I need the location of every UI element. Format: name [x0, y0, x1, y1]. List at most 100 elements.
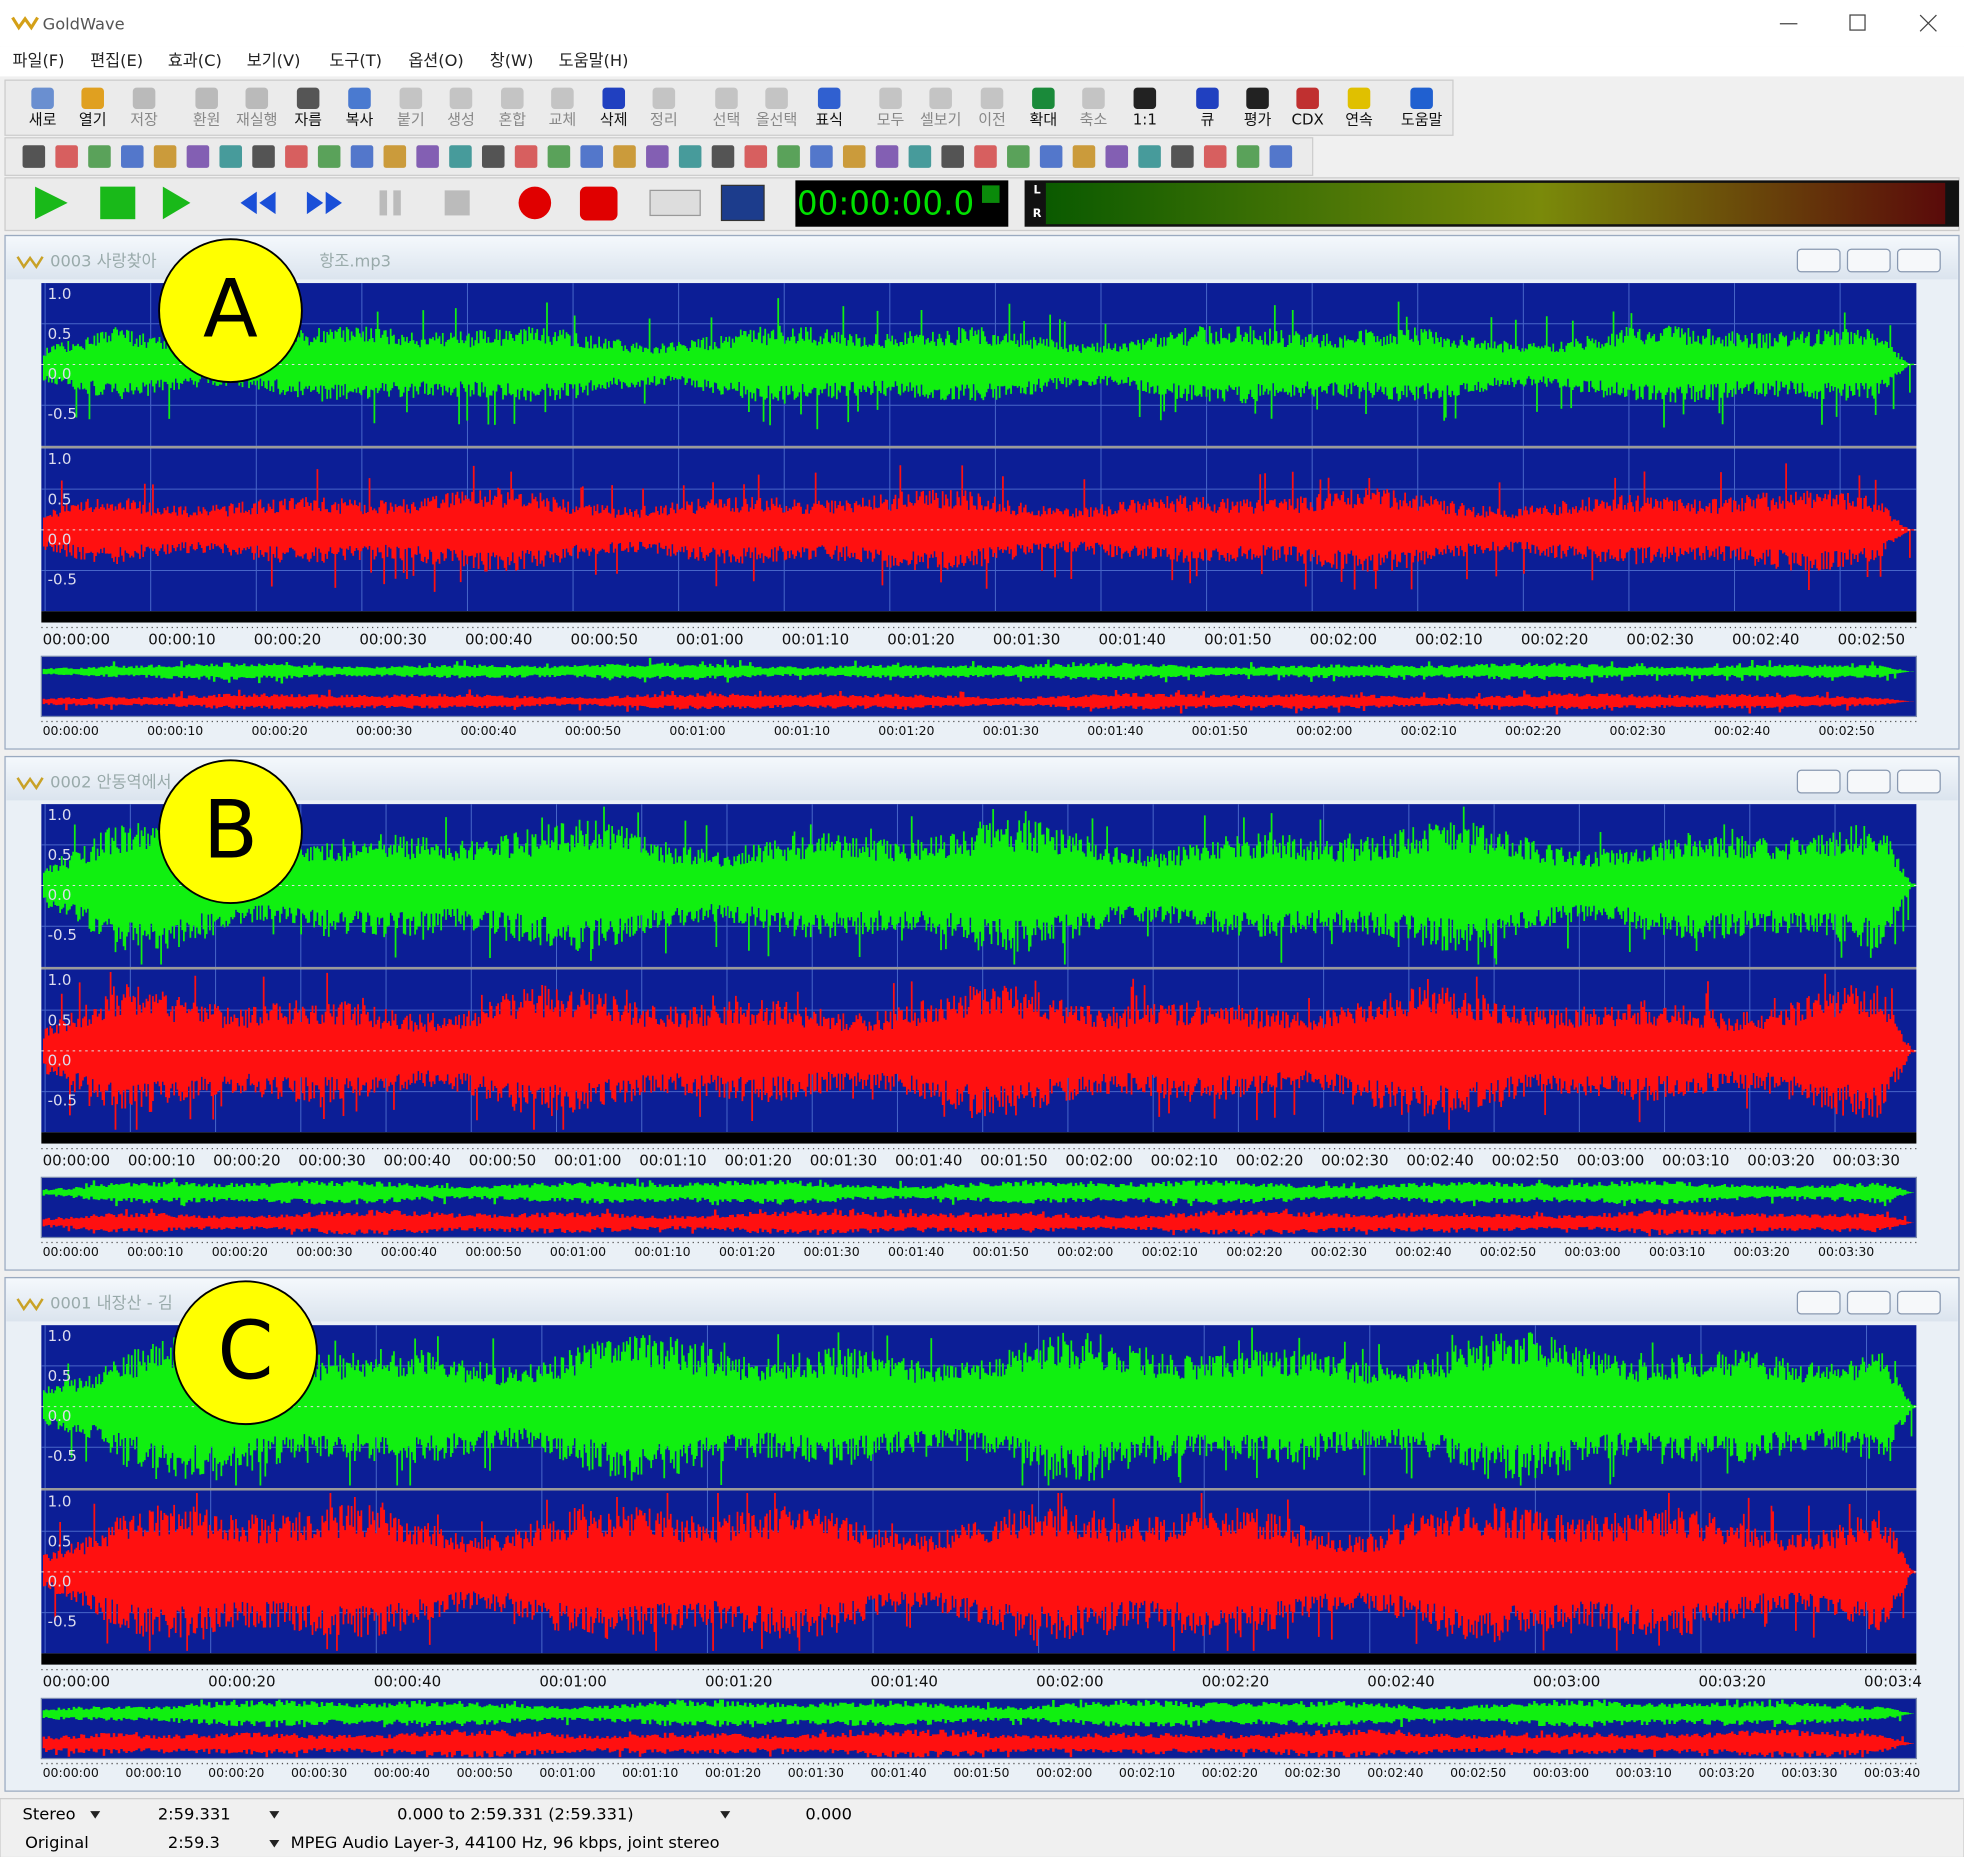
toolbar-label[interactable]: 자름: [294, 111, 322, 129]
toolbar-label[interactable]: 생성: [447, 111, 475, 129]
menu-item[interactable]: 보기(V): [247, 51, 301, 70]
effect-icon[interactable]: [449, 145, 472, 168]
monitor-button[interactable]: [649, 189, 701, 217]
toolbar-icon[interactable]: [195, 87, 218, 109]
toolbar-icon[interactable]: [602, 87, 626, 109]
doc-minimize-button[interactable]: [1796, 1290, 1841, 1315]
effect-icon[interactable]: [810, 145, 833, 168]
effect-icon[interactable]: [481, 145, 505, 168]
effect-icon[interactable]: [1007, 145, 1030, 168]
effect-icon[interactable]: [317, 145, 341, 168]
doc-close-button[interactable]: [1896, 769, 1941, 794]
toolbar-icon[interactable]: [879, 87, 902, 109]
toolbar-icon[interactable]: [765, 87, 788, 109]
pause-button[interactable]: [379, 190, 388, 216]
doc-close-button[interactable]: [1896, 1290, 1941, 1315]
effect-icon[interactable]: [88, 145, 111, 168]
toolbar-label[interactable]: 선택: [713, 111, 741, 129]
toolbar-icon[interactable]: [245, 87, 269, 109]
effect-icon[interactable]: [842, 145, 866, 168]
toolbar-label[interactable]: 평가: [1244, 111, 1272, 129]
effect-icon[interactable]: [1171, 145, 1194, 168]
toolbar-label[interactable]: 저장: [130, 111, 158, 129]
toolbar-label[interactable]: 연속: [1345, 111, 1373, 129]
toolbar-label[interactable]: 셀보기: [920, 111, 961, 129]
effect-icon[interactable]: [22, 145, 46, 168]
toolbar-icon[interactable]: [132, 87, 156, 109]
doc-close-button[interactable]: [1896, 248, 1941, 273]
close-button[interactable]: [1919, 14, 1937, 32]
toolbar-icon[interactable]: [929, 87, 952, 109]
toolbar-label[interactable]: 표식: [815, 111, 843, 129]
toolbar-icon[interactable]: [817, 87, 841, 109]
toolbar-icon[interactable]: [501, 87, 524, 109]
toolbar-label[interactable]: 환원: [193, 111, 221, 129]
toolbar-icon[interactable]: [348, 87, 371, 109]
toolbar-label[interactable]: CDX: [1291, 111, 1323, 129]
toolbar-icon[interactable]: [1032, 87, 1055, 109]
toolbar-label[interactable]: 1:1: [1133, 111, 1157, 129]
toolbar-icon[interactable]: [652, 87, 676, 109]
effect-icon[interactable]: [1236, 145, 1260, 168]
toolbar-icon[interactable]: [81, 87, 104, 109]
effect-icon[interactable]: [350, 145, 374, 168]
effect-icon[interactable]: [153, 145, 177, 168]
menu-item[interactable]: 효과(C): [168, 51, 222, 70]
toolbar-icon[interactable]: [551, 87, 574, 109]
effect-icon[interactable]: [580, 145, 603, 168]
toolbar-label[interactable]: 재실행: [236, 111, 277, 129]
toolbar-label[interactable]: 삭제: [600, 111, 628, 129]
effect-icon[interactable]: [55, 145, 78, 168]
play-selection-button[interactable]: [100, 186, 136, 220]
menu-item[interactable]: 창(W): [490, 51, 534, 70]
play-from-button[interactable]: [162, 186, 191, 220]
toolbar-label[interactable]: 교체: [549, 111, 577, 129]
toolbar-label[interactable]: 큐: [1201, 111, 1215, 129]
doc-restore-button[interactable]: [1846, 1290, 1891, 1315]
effect-icon[interactable]: [777, 145, 800, 168]
toolbar-icon[interactable]: [296, 87, 320, 109]
toolbar-label[interactable]: 복사: [346, 111, 374, 129]
effect-icon[interactable]: [678, 145, 702, 168]
effect-icon[interactable]: [219, 145, 243, 168]
doc-minimize-button[interactable]: [1796, 248, 1841, 273]
toolbar-label[interactable]: 붙기: [397, 111, 425, 129]
toolbar-icon[interactable]: [1133, 87, 1157, 109]
doc-restore-button[interactable]: [1846, 769, 1891, 794]
control-properties-button[interactable]: [720, 184, 765, 222]
effect-icon[interactable]: [514, 145, 538, 168]
menu-item[interactable]: 도움말(H): [559, 51, 629, 70]
toolbar-icon[interactable]: [1347, 87, 1371, 109]
toolbar-icon[interactable]: [449, 87, 473, 109]
effect-icon[interactable]: [941, 145, 964, 168]
toolbar-label[interactable]: 열기: [79, 111, 107, 129]
toolbar-icon[interactable]: [1082, 87, 1105, 109]
maximize-button[interactable]: [1849, 14, 1866, 31]
toolbar-icon[interactable]: [31, 87, 54, 109]
effect-icon[interactable]: [121, 145, 144, 168]
toolbar-icon[interactable]: [980, 87, 1004, 109]
toolbar-label[interactable]: 도움말: [1401, 111, 1443, 129]
effect-icon[interactable]: [974, 145, 997, 168]
stop-button[interactable]: [444, 190, 470, 216]
toolbar-label[interactable]: 확대: [1030, 111, 1058, 129]
menu-item[interactable]: 편집(E): [90, 51, 143, 70]
toolbar-label[interactable]: 이전: [978, 111, 1006, 129]
effect-icon[interactable]: [547, 145, 571, 168]
rewind-button[interactable]: [240, 191, 276, 215]
record-button[interactable]: [518, 186, 552, 220]
effect-icon[interactable]: [1072, 145, 1096, 168]
effect-icon[interactable]: [1203, 145, 1227, 168]
menu-item[interactable]: 파일(F): [13, 51, 65, 70]
doc-restore-button[interactable]: [1846, 248, 1891, 273]
effect-icon[interactable]: [1138, 145, 1161, 168]
effect-icon[interactable]: [875, 145, 899, 168]
effect-icon[interactable]: [186, 145, 210, 168]
menu-item[interactable]: 옵션(O): [408, 51, 463, 70]
toolbar-icon[interactable]: [1246, 87, 1269, 109]
play-button[interactable]: [35, 186, 68, 220]
effect-icon[interactable]: [908, 145, 932, 168]
effect-icon[interactable]: [711, 145, 735, 168]
toolbar-label[interactable]: 혼합: [498, 111, 526, 129]
toolbar-label[interactable]: 정리: [650, 111, 678, 129]
